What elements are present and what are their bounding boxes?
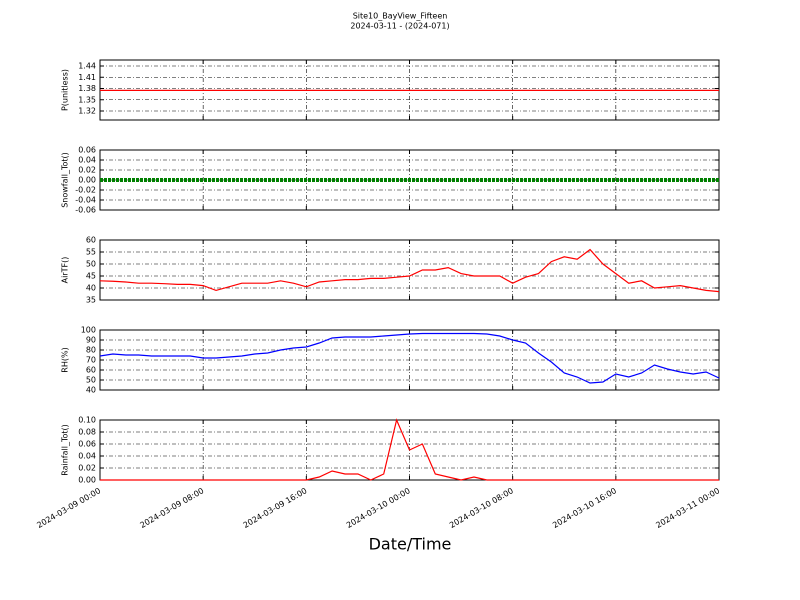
y-tick-label: 0.02 [78,464,96,473]
y-tick-label: 100 [81,326,96,335]
y-axis-label: RH(%) [61,347,70,372]
y-tick-label: 70 [86,356,96,365]
y-tick-label: 50 [86,260,96,269]
y-axis-label: P(unitless) [61,69,70,111]
data-line [99,248,720,293]
y-tick-label: 0.00 [78,476,96,485]
y-tick-label: 40 [86,386,96,395]
y-tick-label: 1.44 [78,62,96,71]
y-tick-label: 50 [86,376,96,385]
chart-title: Site10_BayView_Fifteen [353,12,448,21]
y-axis-label: Rainfall_Tot() [61,424,70,476]
y-tick-label: 1.35 [78,95,96,104]
y-tick-label: 0.02 [78,166,96,175]
y-tick-label: 60 [86,366,96,375]
y-tick-label: 1.38 [78,84,96,93]
y-axis-label: AirTF() [61,257,70,284]
x-axis-label: Date/Time [369,535,452,554]
y-tick-label: 0.04 [78,156,96,165]
y-tick-label: -0.04 [75,196,96,205]
chart-subtitle: 2024-03-11 - (2024-071) [350,22,449,31]
y-tick-label: 90 [86,336,96,345]
y-tick-label: 0.06 [78,440,96,449]
y-tick-label: 1.41 [78,73,96,82]
y-tick-label: 0.10 [78,416,96,425]
y-tick-label: 0.06 [78,146,96,155]
y-tick-label: 45 [86,272,96,281]
y-tick-label: 0.04 [78,452,96,461]
y-tick-label: 0.08 [78,428,96,437]
data-line [100,418,719,481]
y-tick-label: 55 [86,248,96,257]
y-tick-label: 60 [86,236,96,245]
y-tick-label: -0.06 [75,206,96,215]
y-tick-label: 80 [86,346,96,355]
y-tick-label: -0.02 [75,186,96,195]
y-axis-label: Snowfall_Tot() [61,152,70,208]
data-line [99,332,720,384]
y-tick-label: 40 [86,284,96,293]
y-tick-label: 35 [86,296,96,305]
y-tick-label: 0.00 [78,176,96,185]
y-tick-label: 1.32 [78,107,96,116]
